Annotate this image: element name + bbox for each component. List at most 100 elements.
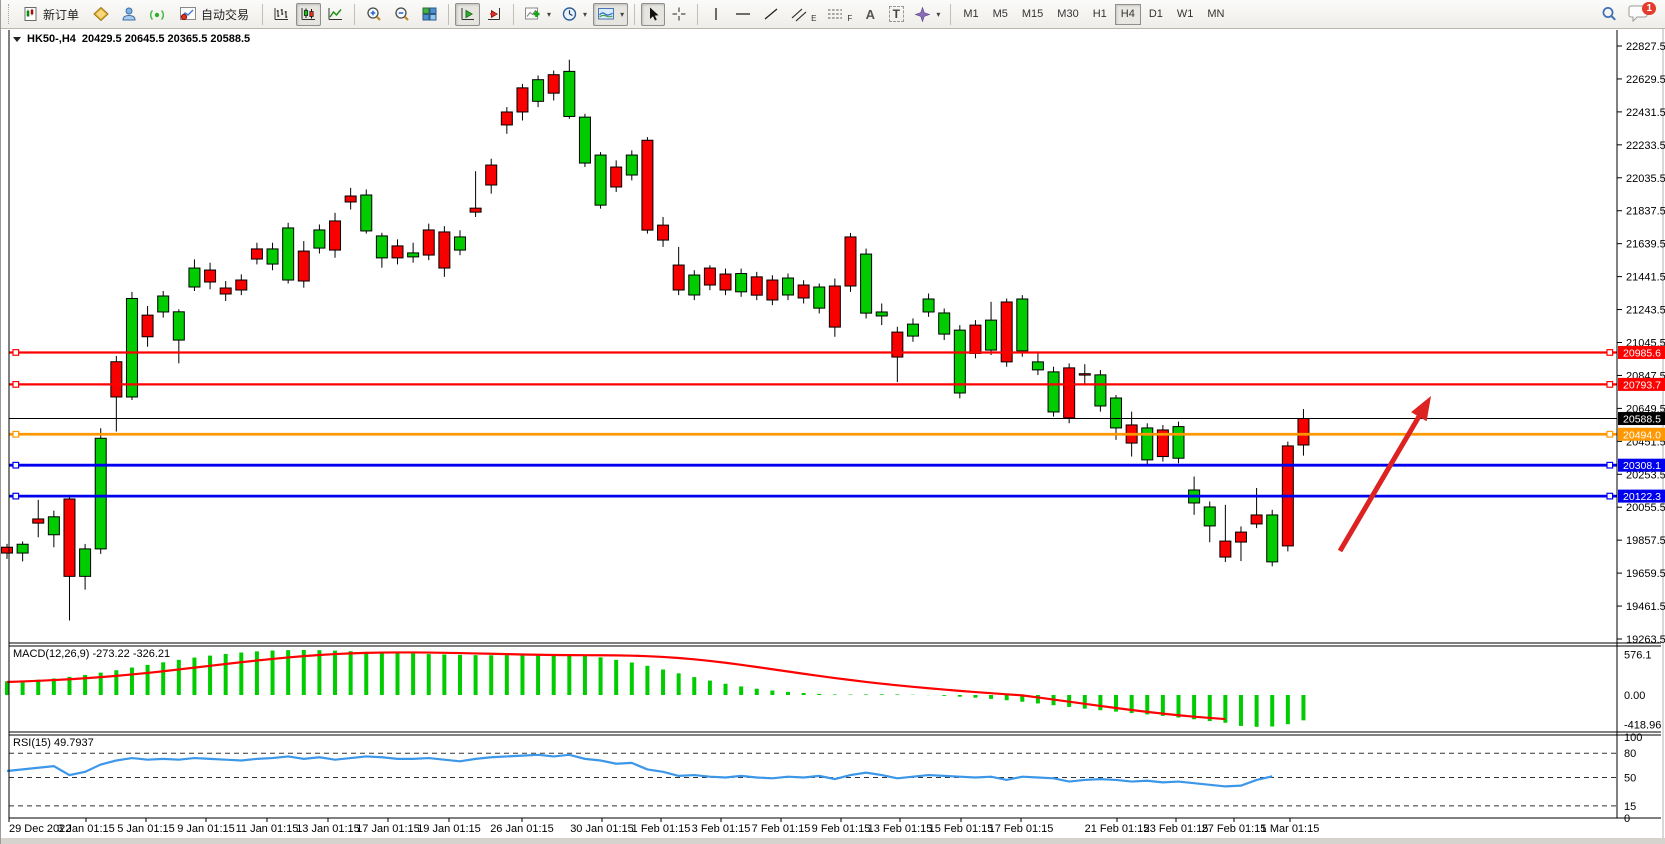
- mql5-community-button[interactable]: [88, 3, 114, 26]
- candle-body[interactable]: [282, 227, 295, 281]
- candle-body[interactable]: [875, 311, 888, 317]
- candle-body[interactable]: [360, 194, 373, 232]
- line-handle[interactable]: [12, 461, 20, 469]
- candle-body[interactable]: [766, 279, 779, 301]
- candle-body[interactable]: [1110, 397, 1123, 429]
- candle-body[interactable]: [985, 319, 998, 351]
- user-profile-button[interactable]: [116, 3, 142, 26]
- candle-body[interactable]: [969, 324, 982, 354]
- channel-tool-button[interactable]: E: [786, 3, 820, 26]
- candle-body[interactable]: [906, 323, 919, 337]
- text-tool-button[interactable]: A: [858, 3, 882, 26]
- candle-body[interactable]: [578, 116, 591, 164]
- candle-body[interactable]: [94, 437, 107, 550]
- fibonacci-tool-button[interactable]: F: [822, 3, 856, 26]
- candle-body[interactable]: [438, 231, 451, 269]
- candle-body[interactable]: [1047, 371, 1060, 413]
- candle-body[interactable]: [688, 274, 701, 296]
- candle-body[interactable]: [453, 236, 466, 251]
- toolbar-grip[interactable]: [8, 4, 11, 24]
- candle-body[interactable]: [516, 87, 529, 113]
- candle-body[interactable]: [922, 298, 935, 313]
- candle-body[interactable]: [422, 229, 435, 256]
- candle-body[interactable]: [188, 267, 201, 288]
- auto-scroll-button[interactable]: [455, 2, 481, 26]
- candle-body[interactable]: [125, 297, 138, 398]
- candle-body[interactable]: [313, 229, 326, 249]
- candle-body[interactable]: [1266, 514, 1279, 563]
- candle-body[interactable]: [1250, 514, 1263, 525]
- zoom-in-button[interactable]: [361, 3, 387, 26]
- line-chart-mode-button[interactable]: [323, 3, 348, 26]
- candle-body[interactable]: [1078, 373, 1091, 376]
- candle-body[interactable]: [719, 273, 732, 291]
- candle-body[interactable]: [500, 111, 513, 126]
- candle-body[interactable]: [735, 273, 748, 293]
- candle-body[interactable]: [110, 361, 123, 398]
- candle-body[interactable]: [235, 279, 248, 291]
- signals-button[interactable]: [144, 3, 170, 26]
- periods-button[interactable]: ▾: [557, 3, 591, 26]
- candle-body[interactable]: [16, 543, 29, 554]
- text-label-tool-button[interactable]: T: [884, 3, 908, 26]
- timeframe-M5[interactable]: M5: [992, 8, 1008, 20]
- line-handle[interactable]: [12, 380, 20, 388]
- candle-body[interactable]: [844, 236, 857, 287]
- timeframe-M1[interactable]: M1: [963, 8, 979, 20]
- candle-body[interactable]: [1203, 506, 1216, 527]
- candle-body[interactable]: [782, 277, 794, 296]
- candle-body[interactable]: [1063, 367, 1076, 419]
- indicators-button[interactable]: ▾: [520, 3, 555, 26]
- candle-body[interactable]: [547, 74, 560, 94]
- cursor-tool-button[interactable]: [641, 2, 666, 26]
- line-handle[interactable]: [12, 492, 20, 500]
- auto-trading-button[interactable]: 自动交易: [172, 3, 256, 26]
- candle-body[interactable]: [250, 248, 263, 260]
- candle-body[interactable]: [625, 154, 638, 176]
- line-handle[interactable]: [1606, 430, 1614, 438]
- timeframe-MN[interactable]: MN: [1207, 8, 1225, 20]
- trendline-tool-button[interactable]: [758, 3, 784, 26]
- candle-body[interactable]: [297, 250, 310, 282]
- candle-body[interactable]: [407, 252, 420, 258]
- templates-button[interactable]: ▾: [593, 2, 629, 26]
- candle-body[interactable]: [204, 269, 217, 283]
- arrows-tool-button[interactable]: ▾: [910, 3, 944, 26]
- candle-body[interactable]: [1172, 426, 1185, 459]
- candle-body[interactable]: [953, 329, 966, 394]
- candle-body[interactable]: [1016, 298, 1029, 352]
- candle-body[interactable]: [1234, 531, 1247, 543]
- candle-body[interactable]: [891, 331, 904, 358]
- candle-body[interactable]: [657, 224, 670, 241]
- line-handle[interactable]: [12, 349, 20, 356]
- arrow-annotation[interactable]: [1337, 396, 1431, 553]
- candle-body[interactable]: [594, 154, 607, 206]
- candle-body[interactable]: [1156, 429, 1169, 458]
- candle-body[interactable]: [485, 164, 498, 186]
- candle-body[interactable]: [141, 314, 154, 338]
- candle-body[interactable]: [391, 245, 404, 259]
- timeframe-H1[interactable]: H1: [1092, 8, 1107, 20]
- candle-body[interactable]: [63, 498, 76, 577]
- timeframe-W1[interactable]: W1: [1176, 8, 1194, 20]
- new-order-button[interactable]: 新订单: [16, 3, 86, 26]
- candle-body[interactable]: [532, 79, 545, 102]
- candle-body[interactable]: [1094, 374, 1107, 407]
- candle-body[interactable]: [375, 235, 388, 259]
- candle-body[interactable]: [938, 312, 951, 335]
- timeframe-H4[interactable]: H4: [1114, 3, 1141, 25]
- candle-body[interactable]: [1031, 361, 1044, 371]
- zoom-out-button[interactable]: [389, 3, 415, 26]
- candle-body[interactable]: [860, 253, 873, 314]
- candle-body[interactable]: [610, 166, 623, 188]
- candle-body[interactable]: [641, 139, 654, 231]
- line-handle[interactable]: [1606, 492, 1614, 500]
- line-handle[interactable]: [1606, 380, 1614, 388]
- vertical-line-tool-button[interactable]: [704, 3, 728, 26]
- bar-chart-mode-button[interactable]: [269, 3, 294, 26]
- timeframe-M30[interactable]: M30: [1057, 8, 1079, 20]
- candle-body[interactable]: [828, 285, 841, 328]
- candle-body[interactable]: [1297, 418, 1310, 446]
- candle-body[interactable]: [563, 70, 576, 117]
